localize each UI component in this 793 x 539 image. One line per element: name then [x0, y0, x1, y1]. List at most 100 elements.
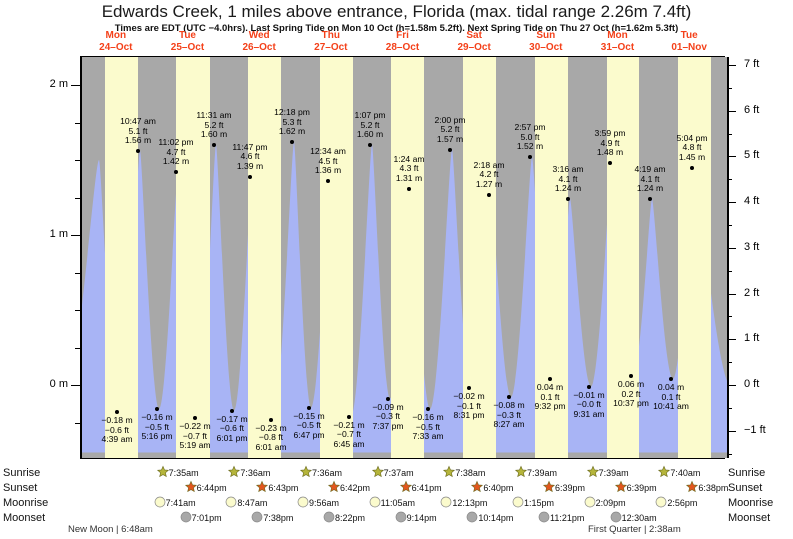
axis-left-label-1: 1 m	[49, 228, 68, 240]
daylight-band-4	[391, 57, 425, 458]
high-tide-label-7: 1:24 am 4.3 ft 1.31 m	[367, 154, 451, 184]
axis-left-label-0: 0 m	[49, 378, 68, 390]
moonset-icon-4	[466, 511, 478, 523]
high-tide-m: 1.24 m	[554, 183, 582, 194]
moonrise-icon-4	[440, 496, 452, 508]
high-tide-m: 1.56 m	[124, 135, 152, 146]
low-tide-m: −0.18 m	[101, 415, 133, 425]
tick-right-1.0	[727, 339, 736, 340]
day-name: Tue	[680, 30, 698, 41]
low-tide-dot-8	[426, 407, 430, 411]
axis-right-label-5: 5 ft	[744, 149, 760, 162]
row-label-moonset-right: Moonset	[728, 512, 771, 524]
moonset-icon-6	[610, 511, 622, 523]
row-label-moonset-left: Moonset	[3, 512, 46, 524]
tick-left-1.25	[75, 198, 80, 199]
low-tide-time: 7:37 pm	[372, 420, 404, 431]
low-tide-label-12: −0.01 m −0.0 ft 9:31 am	[547, 390, 631, 420]
day-header-2: Wed 26–Oct	[203, 30, 315, 54]
high-tide-dot-6	[368, 143, 372, 147]
low-tide-dot-10	[507, 395, 511, 399]
high-tide-dot-9	[487, 192, 491, 197]
sunrise-time-2: 7:36am	[312, 468, 343, 478]
day-name: Tue	[178, 30, 196, 41]
moonrise-icon-3	[369, 496, 381, 508]
sunrise-time-0: 7:35am	[168, 468, 199, 478]
high-tide-dot-4	[290, 140, 294, 144]
tick-right-2.5	[727, 271, 732, 272]
sunrise-time-1: 7:36am	[240, 468, 271, 478]
low-tide-label-0: −0.18 m −0.6 ft 4:39 am	[75, 415, 159, 445]
high-tide-dot-13	[648, 197, 652, 201]
tick-right-1.5	[727, 316, 732, 317]
tick-right-4.0	[727, 202, 736, 203]
high-tide-label-3: 11:47 pm 4.6 ft 1.39 m	[208, 141, 292, 172]
low-tide-ft: 0.2 ft	[621, 388, 641, 399]
axis-right-label-7: 7 ft	[744, 57, 760, 70]
day-name: Thu	[321, 30, 340, 41]
moonset-icon-5	[538, 511, 550, 523]
day-header-7: Mon 31–Oct	[562, 30, 674, 54]
moonrise-icon-7	[655, 496, 667, 508]
moonrise-time-0: 7:41am	[165, 498, 196, 508]
row-label-sunrise-right: Sunrise	[728, 467, 766, 479]
sunrise-icon-7	[658, 465, 671, 478]
high-tide-time: 2:18 am	[473, 159, 505, 170]
tick-right-3.0	[727, 248, 736, 249]
low-tide-dot-13	[629, 374, 633, 378]
low-tide-dot-7	[386, 396, 390, 401]
low-tide-dot-2	[193, 416, 197, 420]
high-tide-label-11: 3:16 am 4.1 ft 1.24 m	[526, 164, 610, 194]
high-tide-ft: 5.2 ft	[204, 119, 224, 130]
low-tide-ft: −0.5 ft	[415, 421, 441, 432]
low-tide-m: 0.04 m	[536, 382, 564, 392]
sunrise-time-3: 7:37am	[383, 468, 414, 478]
moonrise-time-2: 9:56am	[309, 498, 340, 508]
high-tide-ft: 4.7 ft	[166, 146, 186, 157]
low-tide-m: −0.16 m	[412, 412, 444, 422]
sunset-icon-5	[542, 480, 556, 493]
row-label-sunset-right: Sunset	[728, 482, 763, 494]
high-tide-time: 11:47 pm	[232, 141, 268, 152]
tick-left-0.50	[75, 310, 80, 311]
sunset-icon-1	[256, 480, 269, 493]
day-name: Wed	[248, 30, 270, 41]
sunrise-icon-5	[514, 465, 528, 478]
moonset-icon-1	[251, 511, 263, 523]
moonrise-icon-6	[584, 496, 596, 508]
high-tide-label-0: 10:47 am 5.1 ft 1.56 m	[96, 116, 180, 146]
moonrise-time-6: 2:09pm	[595, 498, 626, 508]
moonrise-icon-1	[225, 496, 237, 508]
low-tide-ft: −0.1 ft	[456, 400, 482, 411]
high-tide-m: 1.31 m	[395, 172, 423, 183]
low-tide-time: 6:01 am	[255, 441, 287, 452]
axis-right-label-1: 1 ft	[744, 332, 760, 345]
tick-left-0.00	[71, 385, 80, 386]
high-tide-time: 4:19 am	[634, 164, 666, 174]
moonrise-icon-2	[297, 496, 309, 508]
high-tide-m: 1.57 m	[436, 133, 464, 144]
high-tide-m: 1.60 m	[356, 129, 384, 140]
moonset-time-4: 10:14pm	[478, 513, 514, 523]
tick-left-2.00	[71, 85, 80, 86]
low-tide-m: −0.09 m	[372, 401, 404, 412]
high-tide-ft: 4.9 ft	[600, 137, 620, 148]
low-tide-dot-0	[115, 410, 119, 414]
daylight-band-3	[319, 57, 353, 458]
high-tide-label-14: 5:04 pm 4.8 ft 1.45 m	[650, 133, 734, 163]
axis-right-label--1: −1 ft	[744, 423, 766, 436]
tick-right-4.5	[727, 179, 732, 180]
low-tide-ft: −0.6 ft	[219, 423, 245, 434]
low-tide-label-9: −0.02 m −0.1 ft 8:31 pm	[427, 391, 511, 421]
day-name: Mon	[607, 30, 628, 41]
tick-right-0.0	[727, 385, 736, 386]
high-tide-time: 11:31 am	[196, 110, 232, 120]
day-date: 28–Oct	[385, 42, 420, 53]
moonset-icon-0	[180, 511, 192, 523]
day-header-3: Thu 27–Oct	[275, 30, 387, 54]
low-tide-label-14: 0.04 m 0.1 ft 10:41 am	[629, 382, 713, 412]
low-tide-dot-6	[347, 414, 351, 419]
high-tide-label-6: 1:07 pm 5.2 ft 1.60 m	[328, 110, 412, 140]
day-header-4: Fri 28–Oct	[347, 30, 459, 54]
